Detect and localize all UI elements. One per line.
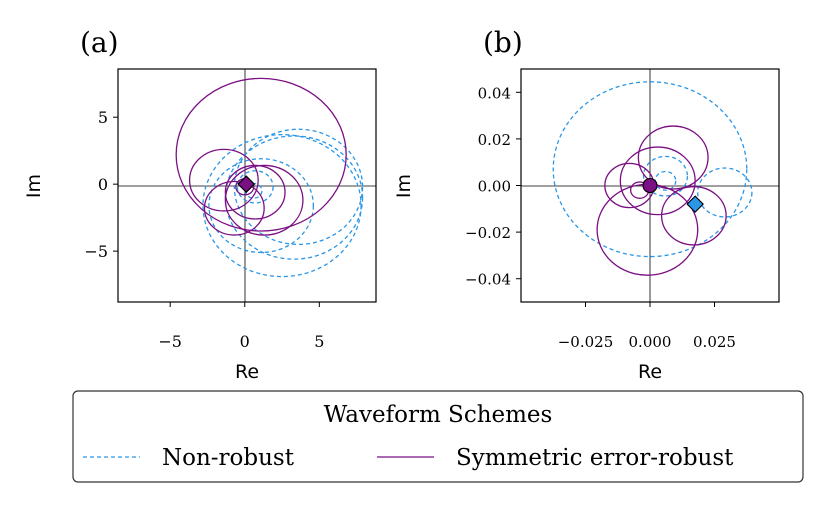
panel-b-non-robust-curve-2 <box>642 155 689 197</box>
panel-a-robust-curve-3 <box>188 148 259 212</box>
panel-b-non-robust-curve-1 <box>697 167 753 218</box>
panel-b-ytick-label-4: −0.04 <box>465 271 511 289</box>
panel-b-ytick-label-3: −0.02 <box>465 224 511 242</box>
panel-a-ytick-label-0: 5 <box>98 108 108 127</box>
panel-a-non-robust-curve-3 <box>208 158 315 254</box>
panel-a-xtick-label-0: −5 <box>158 332 182 351</box>
panel-b-label: (b) <box>483 26 523 59</box>
panel-a-ytick-label-2: −5 <box>84 242 108 261</box>
legend-label-non-robust: Non-robust <box>162 445 295 471</box>
panel-b-robust-curve-1 <box>637 125 709 190</box>
panel-b-xtick-label-1: 0.000 <box>629 333 672 351</box>
panel-a-marker-robust <box>237 175 256 193</box>
panel-a-ylabel: Im <box>23 174 45 198</box>
panel-a-robust-curve-1 <box>224 164 304 236</box>
panel-b-ytick-label-2: 0.00 <box>478 178 511 196</box>
panel-a-non-robust-curve-0 <box>233 128 364 246</box>
panel-b-ytick-label-1: 0.02 <box>478 131 511 149</box>
panel-b: (b) −0.025 0.000 0.0250.040.020.00−0.02−0.… <box>393 26 780 383</box>
panel-a-non-robust-curve-2 <box>202 133 362 278</box>
panel-b-non-robust-curve-0 <box>552 81 748 258</box>
panel-a-non-robust-curve-4 <box>236 170 274 204</box>
panel-b-ticks: −0.025 0.000 0.025 0.04 0.02 0.00 −0.02 −0.04 <box>465 84 736 351</box>
panel-b-robust-curve-0 <box>596 183 699 276</box>
panel-b-marker-robust <box>642 177 658 194</box>
panel-a-curves <box>175 77 364 278</box>
panel-a-ticks: −5 0 5 5 0 −5 <box>84 108 324 351</box>
panel-b-markers <box>642 177 704 213</box>
panel-a-xtick-label-2: 5 <box>314 332 324 351</box>
panel-a-xtick-label-1: 0 <box>240 332 250 351</box>
panel-a-xlabel: Re <box>235 361 259 383</box>
panel-b-robust-curve-4 <box>660 186 727 246</box>
panel-a-robust-curve-2 <box>224 164 286 220</box>
panel-a: (a) −5 0 5 5 0 −5 Re Im <box>23 26 377 383</box>
panel-b-marker-non-robust <box>686 195 704 213</box>
panel-b-xtick-label-0: −0.025 <box>558 333 614 351</box>
panel-b-ytick-label-0: 0.04 <box>478 84 511 102</box>
legend-box <box>72 390 804 483</box>
legend-title: Waveform Schemes <box>324 402 553 428</box>
panel-a-ytick-label-1: 0 <box>98 175 108 194</box>
panel-a-label: (a) <box>80 26 119 59</box>
panel-a-frame <box>117 68 377 303</box>
panel-b-xlabel: Re <box>638 361 662 383</box>
panel-a-robust-curve-4 <box>203 180 265 236</box>
panel-a-markers <box>237 175 256 193</box>
panel-b-ylabel: Im <box>393 174 415 198</box>
panel-a-robust-curve-0 <box>175 77 347 232</box>
legend: Waveform Schemes Non-robust Symmetric er… <box>72 390 804 483</box>
panel-b-robust-curve-2 <box>619 146 696 216</box>
panel-b-xtick-label-2: 0.025 <box>693 333 736 351</box>
legend-label-robust: Symmetric error-robust <box>456 445 734 471</box>
